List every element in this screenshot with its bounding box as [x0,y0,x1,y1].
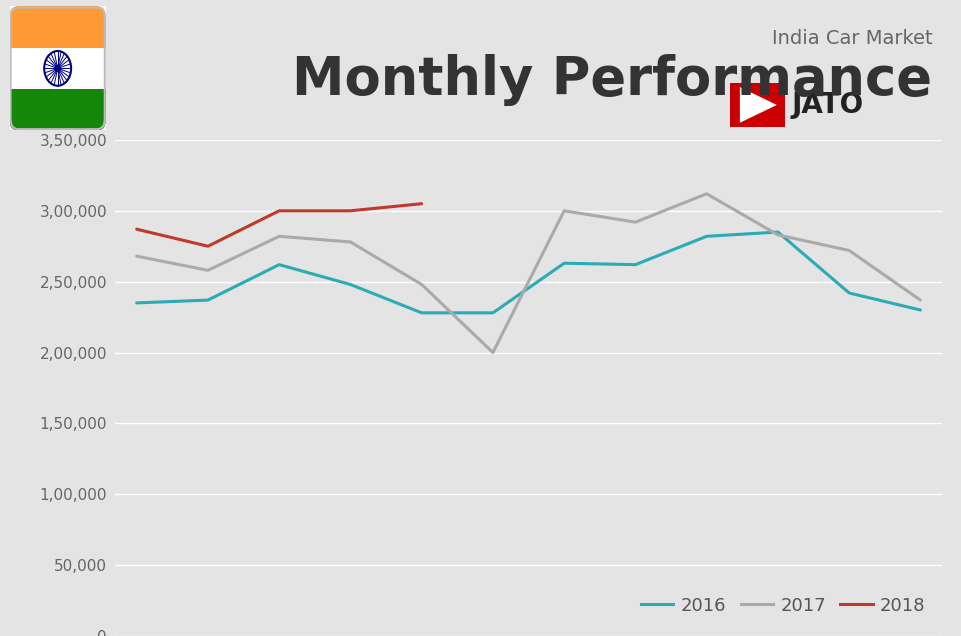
FancyBboxPatch shape [10,89,106,130]
2017 [629,218,641,226]
Bar [98,23,106,48]
Bar [98,89,106,114]
2016 [629,261,641,268]
2018 [416,200,428,207]
2017 [131,252,142,260]
Text: JATO: JATO [792,91,864,119]
2017 [202,266,213,274]
2018 [131,225,142,233]
2016 [701,233,712,240]
2016 [772,228,783,236]
Line: 2018: 2018 [136,204,422,246]
FancyBboxPatch shape [10,6,106,48]
2017 [487,349,499,356]
Bar [10,89,17,114]
2017 [772,231,783,238]
Line: 2016: 2016 [136,232,921,313]
2017 [558,207,570,214]
Circle shape [55,66,60,71]
2016 [202,296,213,304]
2017 [915,296,926,304]
Bar [17,89,98,130]
2016 [558,259,570,267]
2016 [345,280,357,288]
Bar [730,83,785,127]
Line: 2017: 2017 [136,194,921,352]
Text: Monthly Performance: Monthly Performance [292,54,932,106]
2016 [131,299,142,307]
Bar [10,48,106,89]
2016 [915,306,926,314]
2017 [345,238,357,245]
2018 [274,207,285,214]
Text: India Car Market: India Car Market [772,29,932,48]
Bar [10,23,17,48]
Polygon shape [740,87,776,123]
2016 [274,261,285,268]
2017 [416,280,428,288]
2017 [844,247,855,254]
2018 [202,242,213,250]
2017 [274,233,285,240]
2016 [487,309,499,317]
Legend: 2016, 2017, 2018: 2016, 2017, 2018 [633,590,933,622]
2016 [416,309,428,317]
Bar [17,6,98,48]
2018 [345,207,357,214]
2016 [844,289,855,297]
2017 [701,190,712,198]
